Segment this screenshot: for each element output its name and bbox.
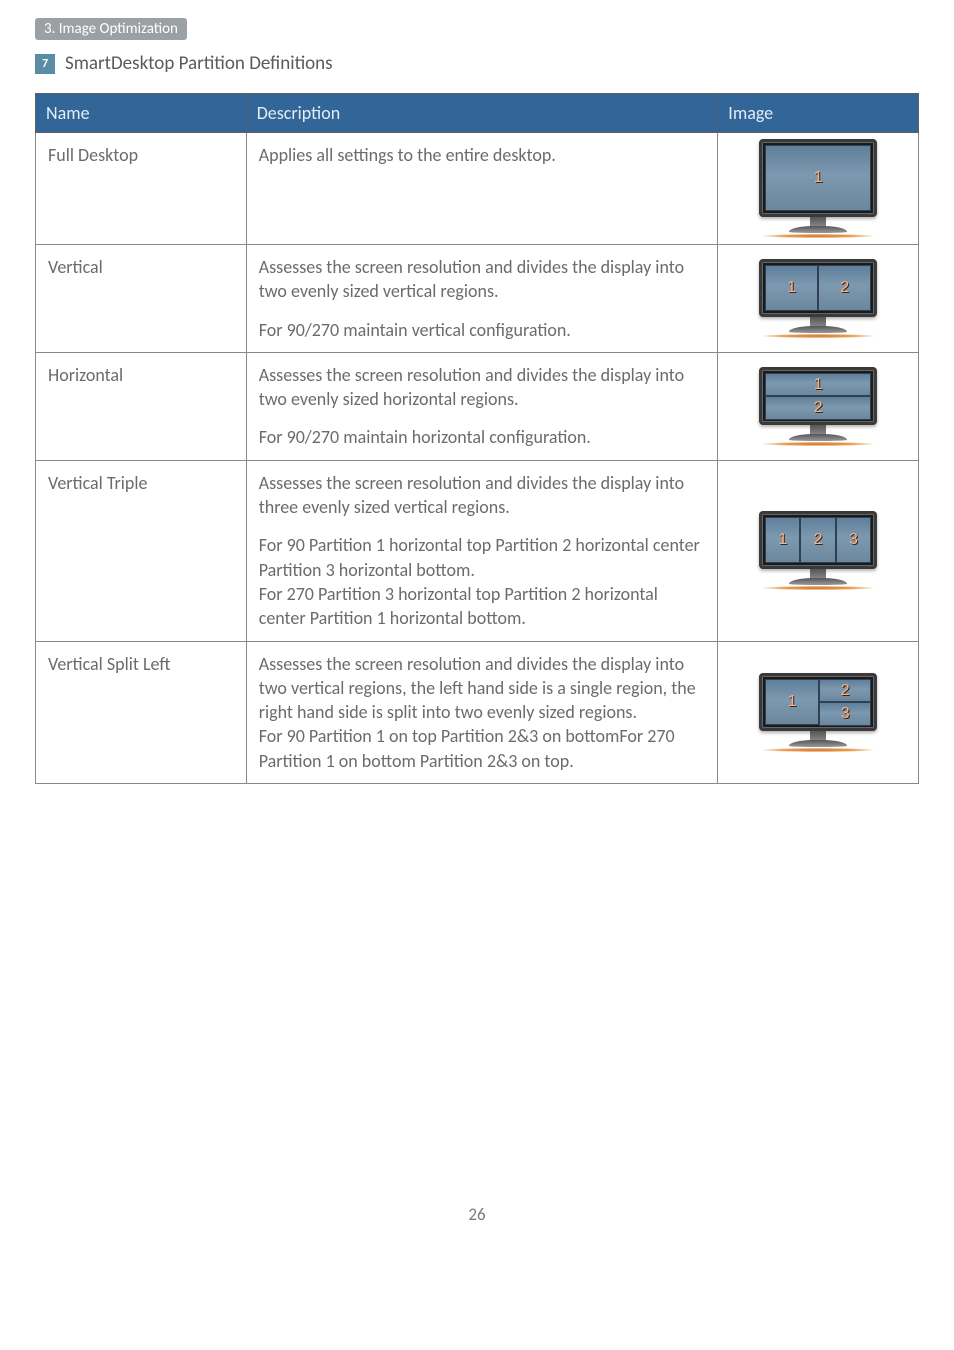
- partition-pane: 1: [765, 679, 819, 725]
- table-row: HorizontalAssesses the screen resolution…: [36, 352, 919, 460]
- partition-pane: 1: [765, 265, 818, 311]
- partition-table: Name Description Image Full DesktopAppli…: [35, 93, 919, 784]
- partition-pane: 3: [819, 702, 871, 726]
- partition-pane: 2: [818, 265, 871, 311]
- row-image: 123: [718, 460, 919, 641]
- partition-pane: 1: [765, 373, 871, 397]
- partition-pane: 1: [765, 145, 871, 211]
- partition-pane: 3: [836, 517, 871, 563]
- table-row: Full DesktopApplies all settings to the …: [36, 133, 919, 245]
- col-name: Name: [36, 94, 247, 133]
- partition-pane: 2: [765, 396, 871, 420]
- bullet-badge: 7: [35, 54, 55, 74]
- row-name: Vertical Split Left: [36, 641, 247, 783]
- row-description: Assesses the screen resolution and divid…: [246, 641, 718, 783]
- partition-pane: 2: [800, 517, 835, 563]
- col-desc: Description: [246, 94, 718, 133]
- row-name: Full Desktop: [36, 133, 247, 245]
- page-number: 26: [35, 1204, 919, 1225]
- row-image: 1: [718, 133, 919, 245]
- partition-pane: 2: [819, 679, 871, 703]
- section-title: 7 SmartDesktop Partition Definitions: [35, 52, 919, 75]
- partition-pane: 1: [765, 517, 800, 563]
- row-description: Assesses the screen resolution and divid…: [246, 245, 718, 353]
- table-row: Vertical TripleAssesses the screen resol…: [36, 460, 919, 641]
- row-image: 12: [718, 352, 919, 460]
- table-row: VerticalAssesses the screen resolution a…: [36, 245, 919, 353]
- row-description: Applies all settings to the entire deskt…: [246, 133, 718, 245]
- table-row: Vertical Split LeftAssesses the screen r…: [36, 641, 919, 783]
- row-description: Assesses the screen resolution and divid…: [246, 352, 718, 460]
- section-title-text: SmartDesktop Partition Definitions: [65, 52, 333, 75]
- row-image: 12: [718, 245, 919, 353]
- row-name: Horizontal: [36, 352, 247, 460]
- row-name: Vertical: [36, 245, 247, 353]
- row-description: Assesses the screen resolution and divid…: [246, 460, 718, 641]
- row-image: 123: [718, 641, 919, 783]
- breadcrumb: 3. Image Optimization: [35, 18, 187, 40]
- row-name: Vertical Triple: [36, 460, 247, 641]
- col-image: Image: [718, 94, 919, 133]
